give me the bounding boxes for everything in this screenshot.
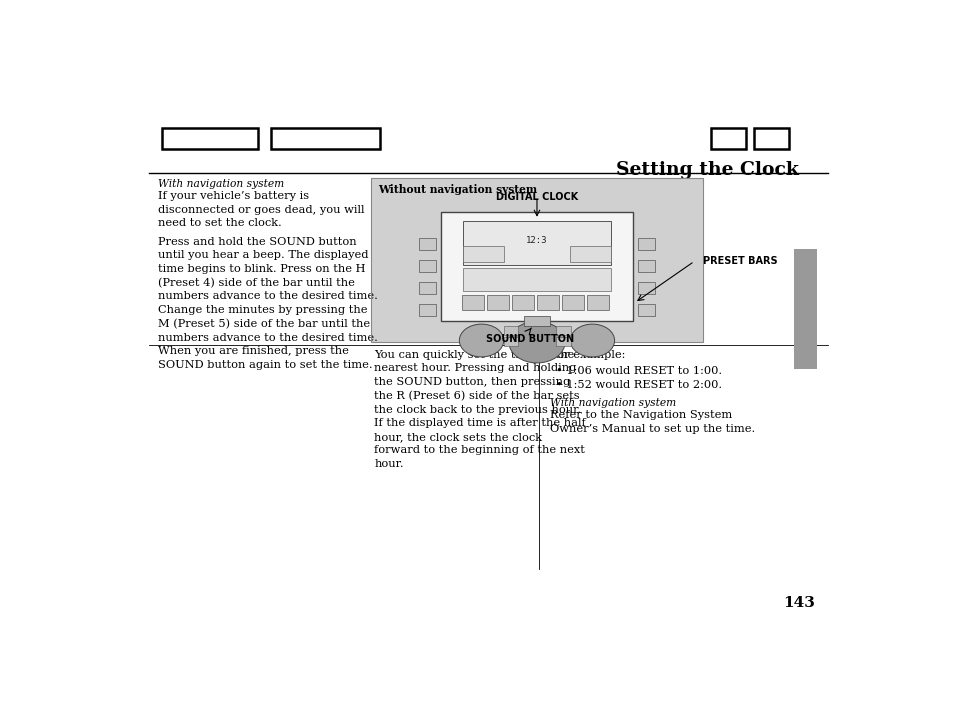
Text: 12:3: 12:3 [526,236,547,245]
Bar [418,282,436,294]
Bar [418,239,436,251]
Text: Press and hold the SOUND button
until you hear a beep. The displayed
time begins: Press and hold the SOUND button until yo… [157,236,377,370]
Text: You can quickly set the time to the
nearest hour. Pressing and holding
the SOUND: You can quickly set the time to the near… [374,350,585,469]
Bar [162,129,258,149]
Bar [793,249,817,369]
Bar [418,304,436,316]
Bar [486,295,508,310]
Bar [637,239,655,251]
Bar [462,246,504,262]
Text: Features: Features [800,290,809,329]
Bar [569,246,610,262]
Bar [710,129,745,149]
Bar [370,178,702,342]
Bar [503,337,518,346]
Bar [462,268,610,291]
Text: Refer to the Navigation System
Owner’s Manual to set up the time.: Refer to the Navigation System Owner’s M… [550,410,755,434]
Bar [637,282,655,294]
Text: With navigation system: With navigation system [157,179,284,190]
Bar [370,178,702,342]
Bar [556,337,571,346]
Text: With navigation system: With navigation system [550,398,676,408]
Bar [587,295,609,310]
Text: Without navigation system: Without navigation system [377,184,537,195]
Circle shape [570,324,614,357]
Bar [418,260,436,272]
Bar [637,260,655,272]
Text: • 1:52 would RESET to 2:00.: • 1:52 would RESET to 2:00. [556,380,721,390]
Bar [753,129,788,149]
Bar [537,295,558,310]
Text: SOUND BUTTON: SOUND BUTTON [485,334,573,344]
Bar [503,327,518,335]
Bar [637,304,655,316]
Bar [461,295,483,310]
Bar [462,221,610,265]
Circle shape [508,322,564,363]
Text: Setting the Clock: Setting the Clock [616,160,799,179]
Text: 143: 143 [782,596,815,610]
Bar [440,212,633,322]
Bar [561,295,583,310]
Text: DIGITAL CLOCK: DIGITAL CLOCK [496,192,578,202]
Bar [556,327,571,335]
Circle shape [459,324,503,357]
Bar [523,316,550,326]
Bar [512,295,534,310]
Text: For example:: For example: [550,350,625,360]
Text: If your vehicle’s battery is
disconnected or goes dead, you will
need to set the: If your vehicle’s battery is disconnecte… [157,191,364,229]
Bar [271,129,380,149]
Text: PRESET BARS: PRESET BARS [702,256,777,266]
Text: • 1:06 would RESET to 1:00.: • 1:06 would RESET to 1:00. [556,366,721,376]
